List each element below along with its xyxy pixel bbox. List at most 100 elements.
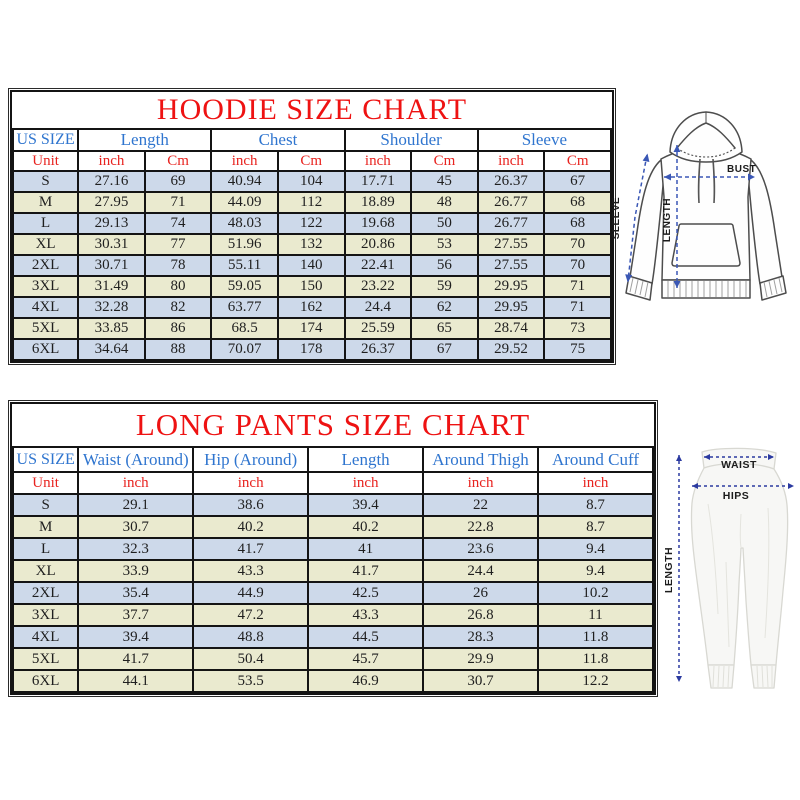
hoodie-size-chart-panel: HOODIE SIZE CHART US SIZE Length Chest S… (8, 88, 616, 365)
hoodie-shoulder-header: Shoulder (343, 128, 479, 152)
waist-label: WAIST (721, 459, 757, 471)
pants-size-table: US SIZE Waist (Around) Hip (Around) Leng… (11, 446, 654, 693)
unit-cell: Cm (543, 150, 612, 172)
hoodie-chart-title: HOODIE SIZE CHART (156, 93, 468, 126)
table-row: M 27.95 71 44.09 112 18.89 48 26.77 68 (11, 191, 612, 214)
value-cell: 44.9 (192, 581, 310, 605)
value-cell: 29.52 (476, 338, 546, 361)
value-cell: 38.6 (192, 493, 310, 517)
value-cell: 86 (143, 317, 213, 340)
value-cell: 29.13 (77, 212, 146, 235)
size-cell: 3XL (11, 275, 80, 298)
pants-length-header: Length (307, 446, 425, 473)
value-cell: 70.07 (210, 338, 279, 361)
value-cell: 62 (410, 296, 479, 319)
unit-cell: Cm (276, 150, 346, 172)
unit-cell: inch (210, 150, 279, 172)
sleeve-arrow (627, 154, 648, 282)
value-cell: 9.4 (537, 559, 654, 583)
value-cell: 82 (143, 296, 213, 319)
hoodie-hood-trim (676, 147, 736, 158)
value-cell: 27.55 (476, 254, 546, 277)
unit-cell: inch (422, 471, 540, 495)
unit-cell: inch (77, 150, 146, 172)
value-cell: 26.37 (343, 338, 413, 361)
unit-cell: inch (476, 150, 546, 172)
value-cell: 65 (410, 317, 479, 340)
value-cell: 44.5 (307, 625, 425, 649)
table-row: 6XL 34.64 88 70.07 178 26.37 67 29.52 75 (11, 338, 612, 361)
value-cell: 18.89 (343, 191, 413, 214)
size-cell: 4XL (11, 625, 80, 649)
value-cell: 150 (276, 275, 346, 298)
value-cell: 104 (276, 170, 346, 193)
size-cell: XL (11, 233, 80, 256)
value-cell: 29.95 (476, 275, 546, 298)
value-cell: 140 (276, 254, 346, 277)
value-cell: 53 (410, 233, 479, 256)
value-cell: 74 (143, 212, 213, 235)
size-cell: 3XL (11, 603, 80, 627)
value-cell: 78 (143, 254, 213, 277)
hoodie-right-sleeve (747, 159, 783, 285)
size-cell: XL (11, 559, 80, 583)
value-cell: 9.4 (537, 537, 654, 561)
bust-label: BUST (727, 164, 756, 175)
sleeve-label: SLEEVE (612, 197, 622, 239)
table-row: 5XL 41.7 50.4 45.7 29.9 11.8 (11, 647, 654, 671)
hoodie-left-sleeve (629, 159, 665, 285)
value-cell: 22.41 (343, 254, 413, 277)
unit-cell: inch (192, 471, 310, 495)
hoodie-us-size-header: US SIZE (11, 128, 80, 152)
value-cell: 8.7 (537, 493, 654, 517)
value-cell: 70 (543, 233, 612, 256)
value-cell: 68.5 (210, 317, 279, 340)
size-cell: 4XL (11, 296, 80, 319)
value-cell: 22.8 (422, 515, 540, 539)
value-cell: 69 (143, 170, 213, 193)
hoodie-pocket (671, 223, 741, 267)
value-cell: 26.8 (422, 603, 540, 627)
unit-cell: inch (537, 471, 654, 495)
value-cell: 48.8 (192, 625, 310, 649)
value-cell: 75 (543, 338, 612, 361)
size-cell: M (11, 515, 80, 539)
table-row: 5XL 33.85 86 68.5 174 25.59 65 28.74 73 (11, 317, 612, 340)
table-row: 2XL 30.71 78 55.11 140 22.41 56 27.55 70 (11, 254, 612, 277)
pants-left-cuff (707, 664, 735, 689)
arrowheads (625, 145, 755, 288)
value-cell: 28.74 (476, 317, 546, 340)
value-cell: 24.4 (422, 559, 540, 583)
value-cell: 67 (543, 170, 612, 193)
pants-folds (707, 503, 770, 648)
value-cell: 41.7 (77, 647, 195, 671)
table-row: M 30.7 40.2 40.2 22.8 8.7 (11, 515, 654, 539)
pants-unit-label: Unit (11, 471, 80, 495)
hoodie-group-header-row: US SIZE Length Chest Shoulder Sleeve (11, 128, 613, 152)
value-cell: 41 (307, 537, 425, 561)
value-cell: 71 (143, 191, 213, 214)
value-cell: 29.9 (422, 647, 540, 671)
hoodie-length-label: LENGTH (662, 198, 673, 242)
table-row: 3XL 37.7 47.2 43.3 26.8 11 (11, 603, 654, 627)
value-cell: 47.2 (192, 603, 310, 627)
value-cell: 50 (410, 212, 479, 235)
value-cell: 45 (410, 170, 479, 193)
hoodie-chest-header: Chest (210, 128, 346, 152)
unit-cell: Cm (410, 150, 479, 172)
value-cell: 27.95 (77, 191, 146, 214)
value-cell: 51.96 (210, 233, 279, 256)
value-cell: 32.28 (77, 296, 146, 319)
value-cell: 29.95 (476, 296, 546, 319)
table-row: 4XL 39.4 48.8 44.5 28.3 11.8 (11, 625, 654, 649)
table-row: 2XL 35.4 44.9 42.5 26 10.2 (11, 581, 654, 605)
size-cell: L (11, 537, 80, 561)
value-cell: 55.11 (210, 254, 279, 277)
value-cell: 32.3 (77, 537, 195, 561)
value-cell: 10.2 (537, 581, 654, 605)
table-row: S 29.1 38.6 39.4 22 8.7 (11, 493, 654, 517)
table-row: S 27.16 69 40.94 104 17.71 45 26.37 67 (11, 170, 612, 193)
value-cell: 73 (543, 317, 612, 340)
value-cell: 174 (276, 317, 346, 340)
value-cell: 48.03 (210, 212, 279, 235)
